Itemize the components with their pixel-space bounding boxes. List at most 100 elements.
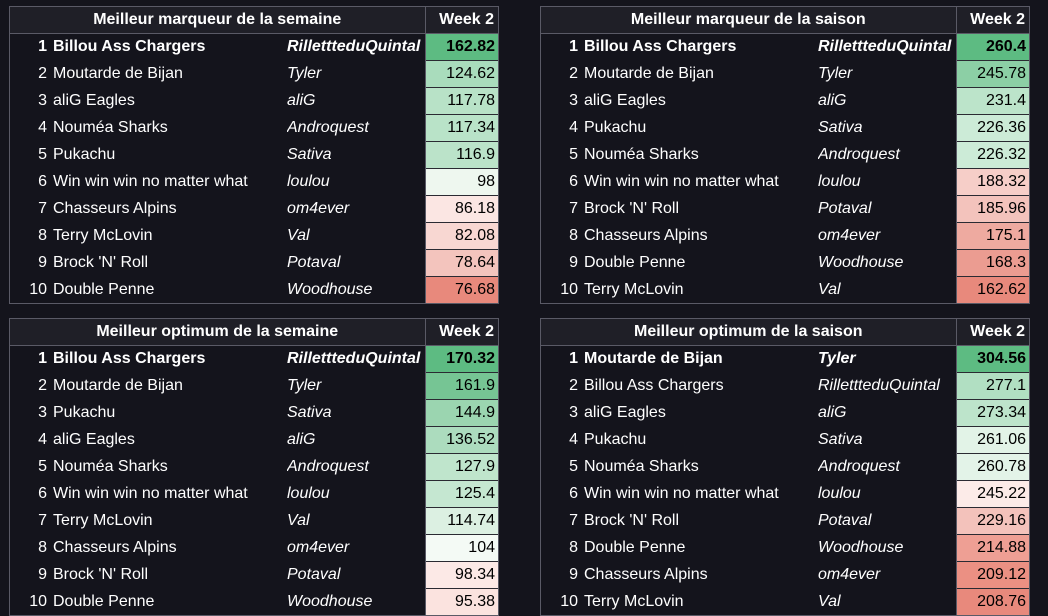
team-name-cell: Pukachu bbox=[584, 431, 647, 448]
owner-name-cell: om4ever bbox=[818, 227, 881, 244]
rank-cell: 6 bbox=[38, 485, 47, 502]
table-row: 10 Double Penne Woodhouse 95.38 bbox=[10, 588, 498, 615]
table-row: 4 aliG Eagles aliG 136.52 bbox=[10, 426, 498, 454]
owner-name-cell: Sativa bbox=[287, 404, 332, 421]
rank-cell: 3 bbox=[38, 404, 47, 421]
weekly-optimum-table: Meilleur optimum de la semaine Week 2 1 Bil… bbox=[9, 318, 499, 616]
rank-cell: 3 bbox=[569, 404, 578, 421]
owner-name-cell: RillettteduQuintal bbox=[818, 377, 940, 394]
team-name-cell: Win win win no matter what bbox=[584, 173, 779, 190]
rank-cell: 1 bbox=[569, 350, 578, 368]
table-row: 2 Moutarde de Bijan Tyler 161.9 bbox=[10, 372, 498, 400]
team-name-cell: Win win win no matter what bbox=[53, 173, 248, 190]
leaderboard-table: Meilleur marqueur de la semaine Week 2 1 Bi… bbox=[10, 7, 499, 303]
score-cell: 209.12 bbox=[955, 561, 1030, 589]
rank-cell: 9 bbox=[569, 566, 578, 583]
team-name-cell: Nouméa Sharks bbox=[53, 458, 168, 475]
table-row: 6 Win win win no matter what loulou 245.22 bbox=[541, 480, 1030, 508]
rank-cell: 5 bbox=[569, 146, 578, 163]
team-name-cell: Brock 'N' Roll bbox=[53, 566, 149, 583]
rank-cell: 1 bbox=[38, 38, 47, 56]
team-name-cell: Moutarde de Bijan bbox=[53, 377, 183, 394]
table-row: 3 aliG Eagles aliG 273.34 bbox=[541, 399, 1030, 427]
table-row: 2 Moutarde de Bijan Tyler 245.78 bbox=[541, 60, 1030, 88]
owner-name-cell: Tyler bbox=[287, 377, 322, 394]
table-row: 2 Moutarde de Bijan Tyler 124.62 bbox=[10, 60, 499, 88]
header-row: Meilleur optimum de la saison Week 2 bbox=[541, 319, 1030, 346]
rank-cell: 7 bbox=[38, 512, 47, 529]
team-name-cell: Double Penne bbox=[53, 280, 155, 298]
owner-name-cell: Val bbox=[287, 227, 310, 244]
owner-name-cell: Woodhouse bbox=[818, 254, 904, 271]
score-cell: 116.9 bbox=[424, 141, 499, 169]
owner-name-cell: aliG bbox=[818, 404, 847, 421]
rank-cell: 10 bbox=[560, 280, 578, 298]
score-cell: 76.68 bbox=[424, 276, 499, 303]
table-row: 5 Nouméa Sharks Androquest 260.78 bbox=[541, 453, 1030, 481]
owner-name-cell: Potaval bbox=[287, 254, 341, 271]
rank-cell: 10 bbox=[29, 280, 47, 298]
score-cell: 98.34 bbox=[424, 561, 498, 589]
owner-name-cell: Woodhouse bbox=[287, 592, 373, 610]
table-row: 9 Brock 'N' Roll Potaval 98.34 bbox=[10, 561, 498, 589]
team-name-cell: Billou Ass Chargers bbox=[53, 38, 206, 56]
score-cell: 162.62 bbox=[955, 276, 1030, 303]
owner-name-cell: Woodhouse bbox=[287, 280, 373, 298]
table-title: Meilleur marqueur de la saison bbox=[541, 7, 957, 34]
score-cell: 98 bbox=[424, 168, 499, 196]
table-row: 10 Terry McLovin Val 162.62 bbox=[541, 276, 1030, 303]
rank-cell: 5 bbox=[38, 146, 47, 163]
score-cell: 162.82 bbox=[424, 33, 499, 61]
rank-cell: 2 bbox=[38, 65, 47, 82]
team-name-cell: Nouméa Sharks bbox=[584, 458, 699, 475]
table-row: 9 Brock 'N' Roll Potaval 78.64 bbox=[10, 249, 499, 277]
owner-name-cell: RillettteduQuintal bbox=[287, 38, 421, 56]
team-name-cell: Double Penne bbox=[53, 592, 155, 610]
score-cell: 161.9 bbox=[424, 372, 498, 400]
leaderboard-table: Meilleur optimum de la saison Week 2 1 Mout… bbox=[541, 319, 1030, 615]
rank-cell: 10 bbox=[560, 592, 578, 610]
rank-cell: 8 bbox=[569, 227, 578, 244]
owner-name-cell: om4ever bbox=[818, 566, 881, 583]
table-row: 9 Chasseurs Alpins om4ever 209.12 bbox=[541, 561, 1030, 589]
owner-name-cell: Androquest bbox=[818, 146, 900, 163]
owner-name-cell: loulou bbox=[818, 173, 861, 190]
owner-name-cell: Androquest bbox=[287, 119, 369, 136]
score-cell: 127.9 bbox=[424, 453, 498, 481]
team-name-cell: Win win win no matter what bbox=[584, 485, 779, 502]
score-cell: 104 bbox=[424, 534, 498, 562]
score-cell: 273.34 bbox=[955, 399, 1030, 427]
score-cell: 260.4 bbox=[955, 33, 1030, 61]
rank-cell: 2 bbox=[38, 377, 47, 394]
table-row: 5 Nouméa Sharks Androquest 226.32 bbox=[541, 141, 1030, 169]
header-row: Meilleur marqueur de la semaine Week 2 bbox=[10, 7, 499, 34]
table-row: 8 Terry McLovin Val 82.08 bbox=[10, 222, 499, 250]
rank-cell: 6 bbox=[569, 173, 578, 190]
owner-name-cell: Sativa bbox=[818, 431, 863, 448]
team-name-cell: Billou Ass Chargers bbox=[584, 38, 737, 56]
team-name-cell: Nouméa Sharks bbox=[53, 119, 168, 136]
rank-cell: 1 bbox=[569, 38, 578, 56]
score-cell: 277.1 bbox=[955, 372, 1030, 400]
owner-name-cell: Val bbox=[818, 280, 841, 298]
score-cell: 124.62 bbox=[424, 60, 499, 88]
owner-name-cell: om4ever bbox=[287, 200, 350, 217]
table-title: Meilleur optimum de la saison bbox=[541, 319, 957, 346]
owner-name-cell: Woodhouse bbox=[818, 539, 904, 556]
owner-name-cell: loulou bbox=[818, 485, 861, 502]
table-row: 1 Moutarde de Bijan Tyler 304.56 bbox=[541, 345, 1030, 373]
rank-cell: 7 bbox=[569, 200, 578, 217]
team-name-cell: aliG Eagles bbox=[584, 404, 666, 421]
score-cell: 82.08 bbox=[424, 222, 499, 250]
team-name-cell: aliG Eagles bbox=[53, 92, 135, 109]
rank-cell: 9 bbox=[38, 254, 47, 271]
rank-cell: 2 bbox=[569, 65, 578, 82]
table-row: 7 Chasseurs Alpins om4ever 86.18 bbox=[10, 195, 499, 223]
score-cell: 168.3 bbox=[955, 249, 1030, 277]
table-row: 9 Double Penne Woodhouse 168.3 bbox=[541, 249, 1030, 277]
table-row: 3 aliG Eagles aliG 231.4 bbox=[541, 87, 1030, 115]
rank-cell: 4 bbox=[569, 431, 578, 448]
team-name-cell: Pukachu bbox=[584, 119, 647, 136]
team-name-cell: Billou Ass Chargers bbox=[53, 350, 206, 368]
rank-cell: 10 bbox=[29, 592, 47, 610]
